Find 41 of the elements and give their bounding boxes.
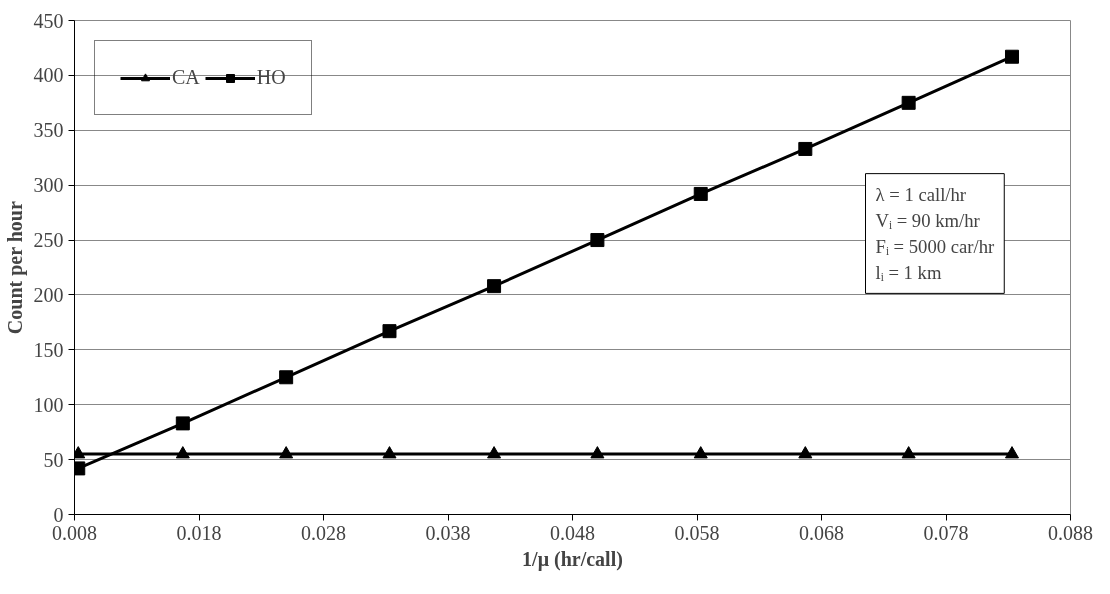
y-tick-label: 250 xyxy=(33,229,64,252)
y-tick-label: 150 xyxy=(33,338,64,361)
point xyxy=(279,446,294,459)
y-tick-label: 400 xyxy=(33,64,64,87)
y-tick-label: 450 xyxy=(33,9,64,32)
point xyxy=(487,279,502,294)
point xyxy=(175,416,190,431)
x-tick-label: 0.078 xyxy=(923,521,969,544)
point xyxy=(487,446,502,459)
annotation: λ = 1 call/hr xyxy=(875,183,967,205)
y-axis-title: Count per hour xyxy=(3,201,27,335)
x-tick-label: 0.058 xyxy=(674,521,720,544)
point xyxy=(590,446,605,459)
y-tick-label: 50 xyxy=(43,448,64,471)
x-tick-label: 0.088 xyxy=(1048,521,1093,544)
x-tick-label: 0.048 xyxy=(550,521,595,544)
point xyxy=(901,95,916,110)
x-tick-label: 0.018 xyxy=(176,521,222,544)
point xyxy=(1004,446,1019,459)
point xyxy=(590,233,605,248)
x-tick-label: 0.038 xyxy=(425,521,471,544)
y-tick-label: 350 xyxy=(33,119,64,142)
y-tick-label: 100 xyxy=(33,393,64,416)
point xyxy=(279,370,294,385)
y-tick-label: 200 xyxy=(33,283,64,306)
point xyxy=(1004,49,1019,64)
point xyxy=(175,446,190,459)
point xyxy=(382,446,397,459)
point xyxy=(901,446,916,459)
annotation: lᵢ = 1 km xyxy=(875,262,942,284)
point xyxy=(798,446,813,459)
point xyxy=(693,446,708,459)
point xyxy=(382,324,397,339)
point xyxy=(693,186,708,201)
x-axis-title: 1/μ (hr/call) xyxy=(522,547,623,571)
annotation: Fᵢ = 5000 car/hr xyxy=(875,236,996,258)
point xyxy=(798,141,813,156)
annotation: Vᵢ = 90 km/hr xyxy=(875,209,981,231)
x-tick-label: 0.068 xyxy=(799,521,844,544)
y-tick-label: 300 xyxy=(33,174,64,197)
x-tick-label: 0.028 xyxy=(301,521,346,544)
